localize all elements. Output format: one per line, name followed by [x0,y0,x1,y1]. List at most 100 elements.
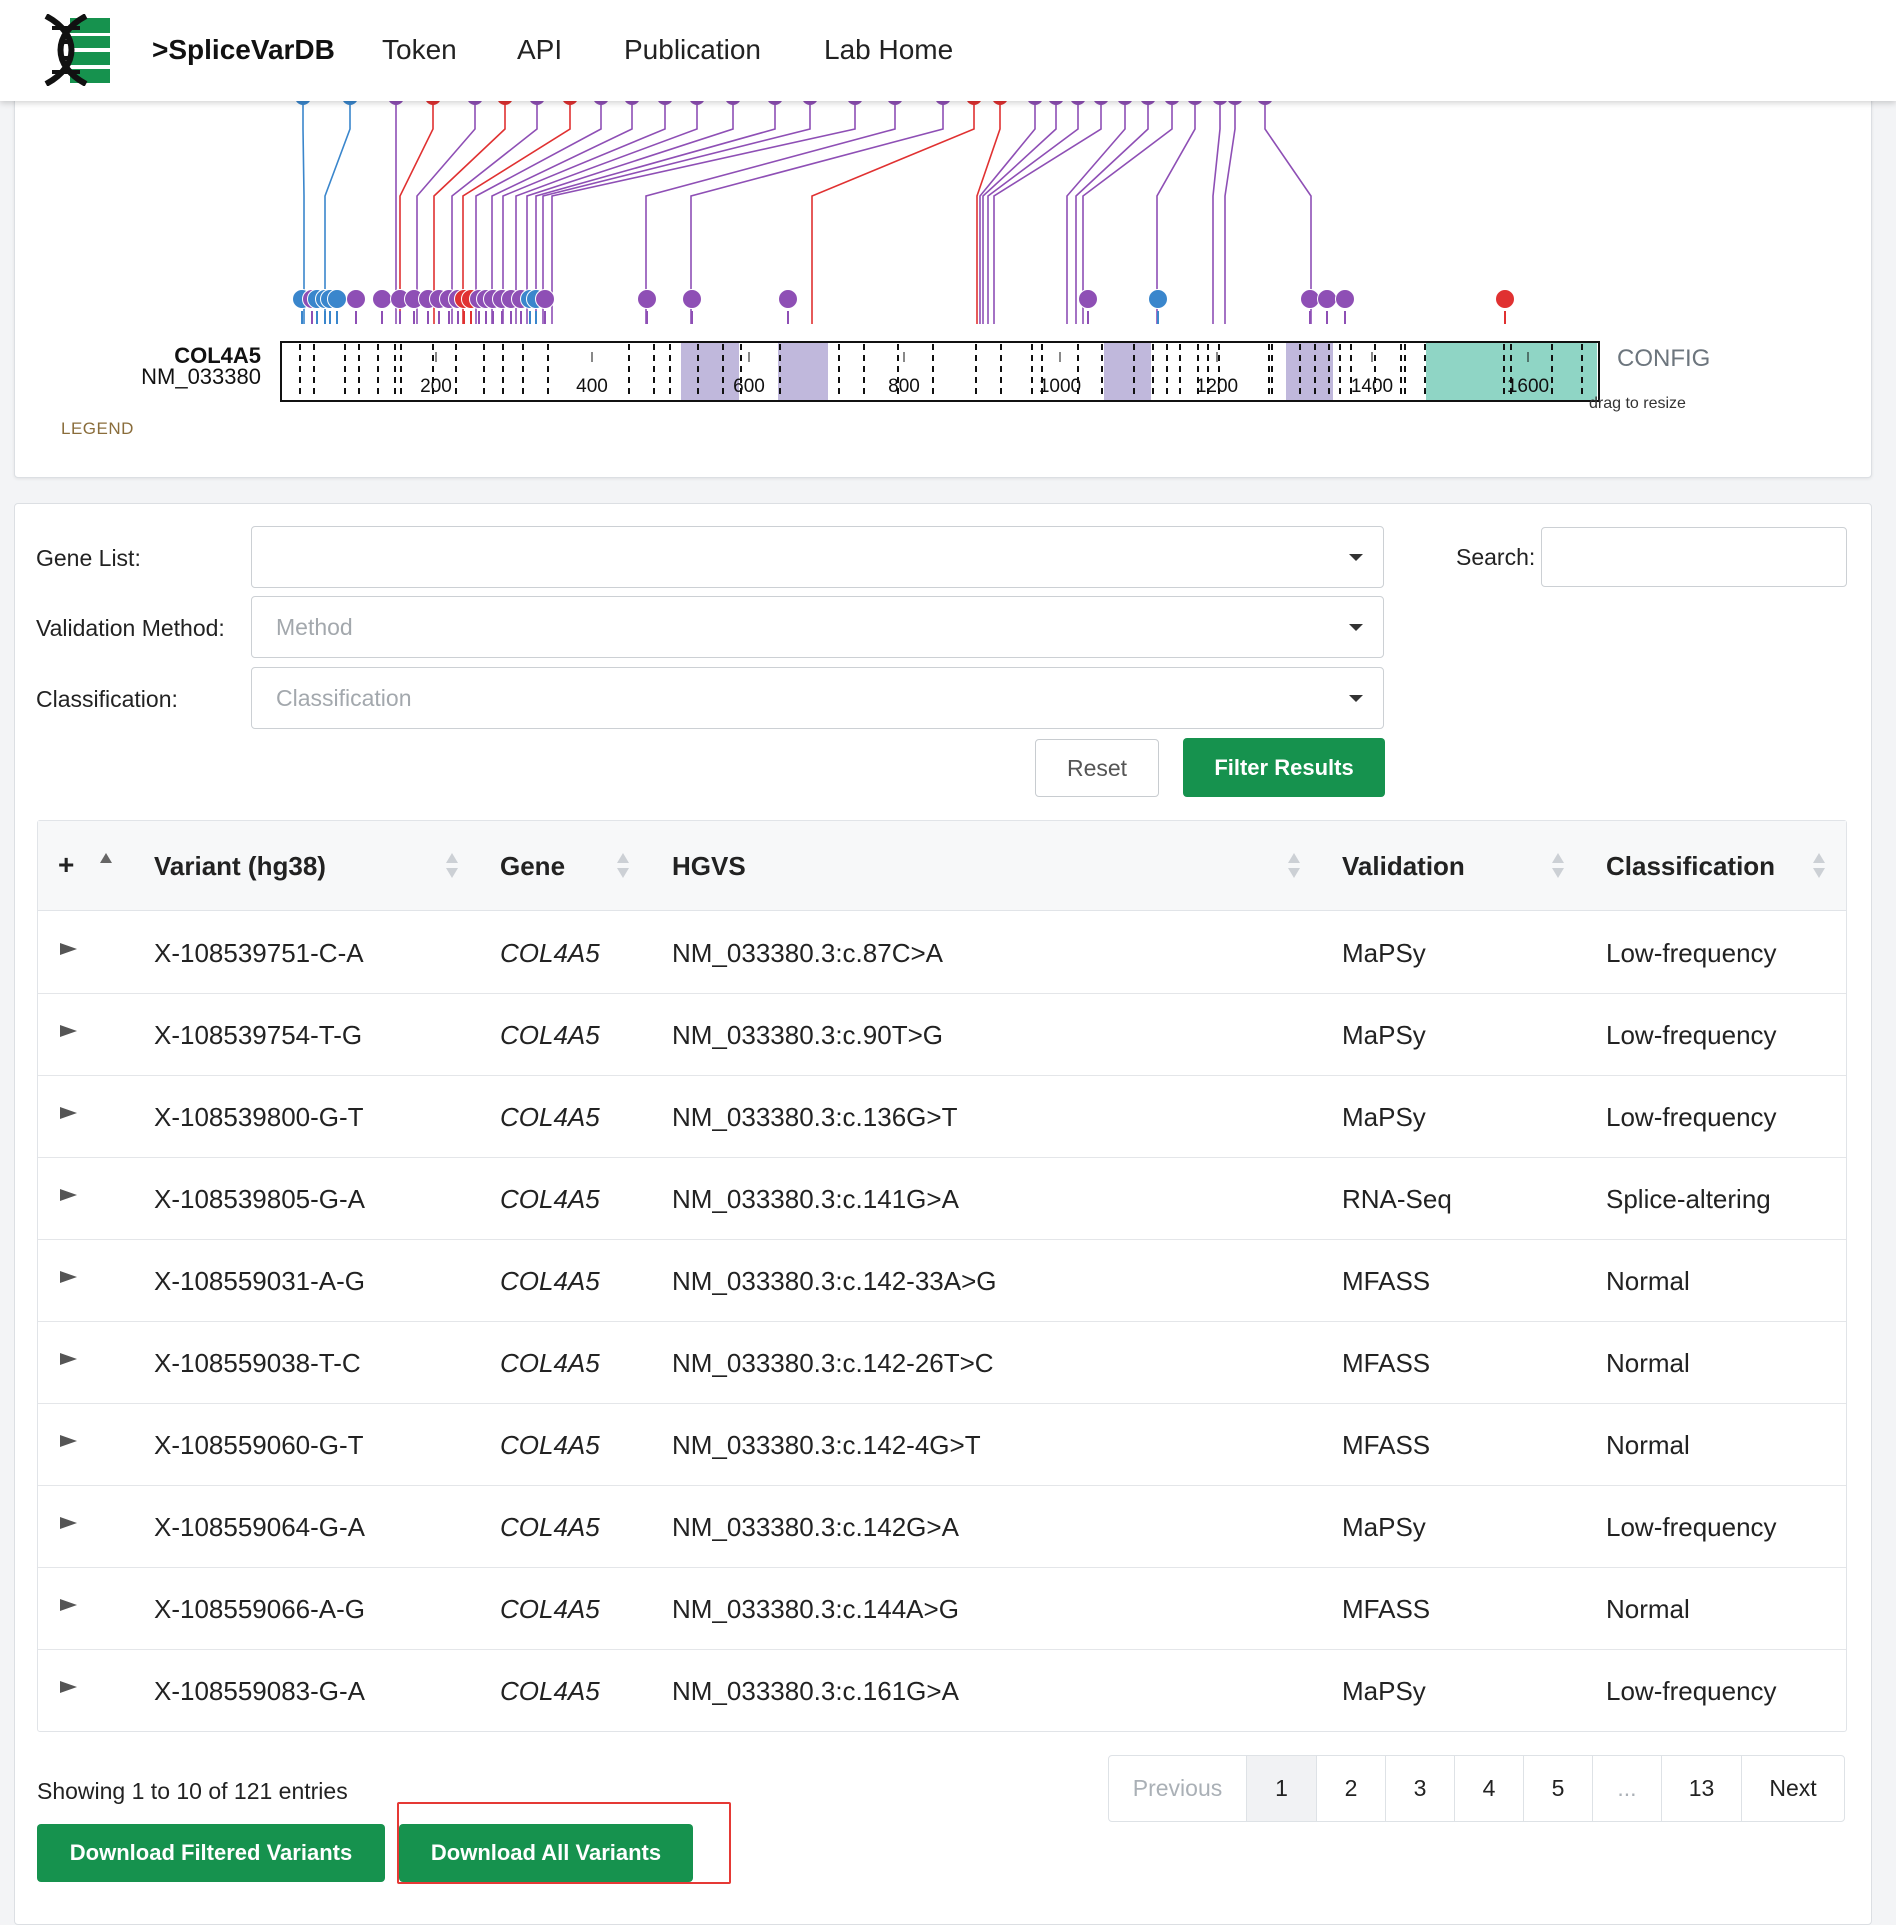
table-row[interactable]: X-108559031-A-G COL4A5 NM_033380.3:c.142-3… [38,1239,1846,1322]
validation-cell: MaPSy [1342,1676,1426,1706]
pagination-page-1[interactable]: 1 [1247,1756,1317,1821]
pagination-previous: Previous [1109,1756,1247,1821]
lollipop-head [535,289,555,309]
table-row[interactable]: X-108559064-G-A COL4A5 NM_033380.3:c.142G>… [38,1485,1846,1568]
expand-row-icon[interactable] [60,1025,77,1037]
expand-row-icon[interactable] [60,1107,77,1119]
lollipop-head [327,289,347,309]
sort-asc-icon[interactable] [100,853,112,879]
search-label: Search: [1456,544,1536,570]
header-variant[interactable]: Variant (hg38) [154,851,326,881]
classification-cell: Normal [1606,1594,1690,1624]
classification-select[interactable]: Classification [251,667,1384,729]
needle-stem [526,101,734,324]
expand-row-icon[interactable] [60,1435,77,1447]
lollipop-plot[interactable]: 200 400 600 800 1000 1200 1400 1600 [15,61,1871,477]
header-classification[interactable]: Classification [1606,851,1776,881]
axis-tick-label: 400 [576,376,608,397]
table-row[interactable]: X-108539805-G-A COL4A5 NM_033380.3:c.141G>… [38,1157,1846,1240]
expand-row-icon[interactable] [60,1517,77,1529]
validation-method-select[interactable]: Method [251,596,1384,658]
table-row[interactable]: X-108559083-G-A COL4A5 NM_033380.3:c.161G>… [38,1649,1846,1731]
table-info: Showing 1 to 10 of 121 entries [37,1778,348,1804]
search-input[interactable] [1541,527,1847,587]
needle-stem [987,101,1079,324]
gene-list-select[interactable] [251,526,1384,588]
pagination: Previous 1 2 3 4 5... 13 Next [1108,1755,1845,1822]
expand-row-icon[interactable] [60,1189,77,1201]
sort-icon[interactable] [1552,853,1564,879]
variant-cell: X-108559083-G-A [154,1676,366,1706]
pagination-page-13[interactable]: 13 [1662,1756,1742,1821]
hgvs-cell: NM_033380.3:c.161G>A [672,1676,959,1706]
axis-tick-label: 1000 [1039,376,1081,397]
nav-api[interactable]: API [517,34,563,65]
needle-stem [1156,101,1196,324]
gene-list-label: Gene List: [36,545,141,571]
lollipop-head [1495,289,1515,309]
needle-stem [462,101,571,324]
protein-domain [1286,343,1333,400]
variant-cell: X-108539751-C-A [154,938,364,968]
table-row[interactable]: X-108559066-A-G COL4A5 NM_033380.3:c.144A>… [38,1567,1846,1650]
needle-stem [416,101,476,324]
table-row[interactable]: X-108559038-T-C COL4A5 NM_033380.3:c.142-2… [38,1321,1846,1404]
needle-stem [502,101,666,324]
needle-stem [433,101,506,324]
protein-domain [1104,343,1151,400]
variant-cell: X-108539800-G-T [154,1102,364,1132]
table-header: + Variant (hg38) Gene HGVS Validation Cl… [38,821,1846,911]
config-button[interactable]: CONFIG [1617,345,1711,372]
protein-domain [681,343,739,400]
table-row[interactable]: X-108539751-C-A COL4A5 NM_033380.3:c.87C>A… [38,911,1846,994]
sort-icon[interactable] [1813,853,1825,879]
expand-row-icon[interactable] [60,943,77,955]
lollipop-head [637,289,657,309]
header-gene[interactable]: Gene [500,851,566,881]
download-all-button[interactable]: Download All Variants [399,1824,693,1882]
drag-to-resize-hint: drag to resize [1589,395,1686,412]
expand-row-icon[interactable] [60,1599,77,1611]
classification-cell: Splice-altering [1606,1184,1771,1214]
needle-stem [1066,101,1126,324]
expand-all-button[interactable]: + [58,849,75,880]
axis-tick-label: 600 [733,376,765,397]
nav-token[interactable]: Token [382,34,457,65]
needle-stem [645,101,896,324]
validation-cell: MaPSy [1342,1512,1426,1542]
header-hgvs[interactable]: HGVS [672,851,746,881]
needle-stem [551,101,856,324]
brand-link[interactable]: >SpliceVarDB [152,34,335,65]
table-row[interactable]: X-108539754-T-G COL4A5 NM_033380.3:c.90T>G… [38,993,1846,1076]
variant-cell: X-108559060-G-T [154,1430,364,1460]
lollipop-plot-card: 200 400 600 800 1000 1200 1400 1600 COL4A5 NM_0… [14,60,1872,478]
pagination-page-3[interactable]: 3 [1386,1756,1455,1821]
sort-icon[interactable] [446,853,458,879]
table-row[interactable]: X-108559060-G-T COL4A5 NM_033380.3:c.142-4… [38,1403,1846,1486]
expand-row-icon[interactable] [60,1353,77,1365]
header-validation[interactable]: Validation [1342,851,1465,881]
pagination-next[interactable]: Next [1769,1775,1817,1801]
legend-toggle[interactable]: LEGEND [61,419,134,438]
gene-cell: COL4A5 [500,1184,600,1214]
pagination-page-4[interactable]: 4 [1455,1756,1524,1821]
lollipop-head [1335,289,1355,309]
table-row[interactable]: X-108539800-G-T COL4A5 NM_033380.3:c.136G>… [38,1075,1846,1158]
expand-row-icon[interactable] [60,1271,77,1283]
pagination-page-5[interactable]: 5 [1524,1756,1593,1821]
caret-down-icon [1349,695,1363,702]
sort-icon[interactable] [617,853,629,879]
classification-cell: Low-frequency [1606,1512,1777,1542]
nav-publication[interactable]: Publication [624,34,761,65]
needle-stem [515,101,698,324]
dna-helix-icon[interactable] [40,14,116,86]
pagination-ellipsis: ... [1593,1756,1662,1821]
filter-results-button[interactable]: Filter Results [1183,738,1385,797]
gene-cell: COL4A5 [500,1102,600,1132]
nav-lab-home[interactable]: Lab Home [824,34,954,65]
pagination-page-2[interactable]: 2 [1317,1756,1386,1821]
reset-button[interactable]: Reset [1035,739,1159,797]
sort-icon[interactable] [1288,853,1300,879]
download-filtered-button[interactable]: Download Filtered Variants [37,1824,385,1882]
expand-row-icon[interactable] [60,1681,77,1693]
